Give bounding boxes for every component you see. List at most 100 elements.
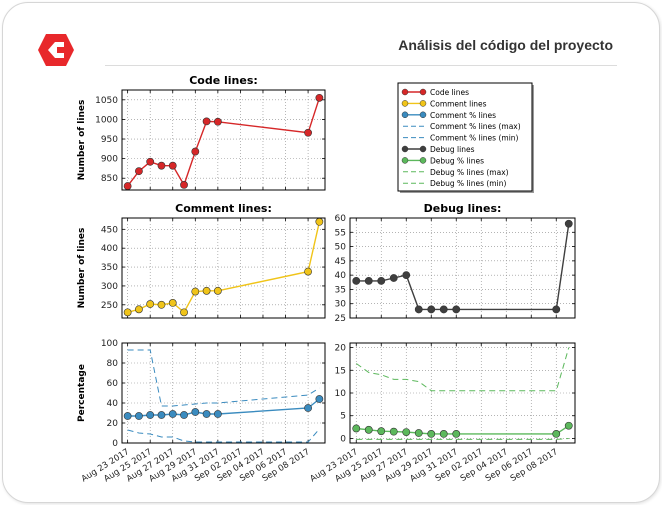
data-point — [377, 276, 386, 285]
legend-item: Debug % lines (max) — [403, 168, 509, 177]
legend-marker — [419, 100, 427, 107]
data-point — [202, 410, 211, 418]
data-point — [213, 286, 222, 295]
plot-area — [122, 90, 325, 190]
y-axis-label: Number of lines — [77, 228, 87, 309]
y-tick-label: 60 — [335, 214, 347, 224]
legend: Code lines Comment lines Comment % lines Co… — [397, 82, 534, 193]
data-point — [389, 274, 398, 282]
legend-item: Comment lines — [401, 99, 487, 108]
plot-frame — [121, 342, 326, 444]
legend-item: Comment % lines (max) — [403, 122, 521, 131]
legend-marker — [419, 145, 427, 153]
brand-logo-icon — [38, 34, 74, 66]
y-tick-label: 55 — [335, 228, 346, 238]
y-tick-label: 100 — [101, 339, 118, 349]
legend-marker — [401, 157, 409, 164]
y-tick-label: 5 — [340, 412, 346, 422]
data-point — [123, 182, 132, 190]
data-point — [123, 308, 132, 317]
data-point — [315, 217, 324, 226]
y-tick-label: 40 — [335, 271, 347, 281]
series-line-comment-lines-max — [127, 349, 320, 407]
data-point — [146, 411, 155, 419]
data-point — [564, 421, 573, 430]
y-tick-label: 250 — [101, 301, 118, 311]
legend-label: Comment % lines (max) — [430, 122, 521, 131]
data-point — [315, 395, 324, 403]
y-tick-label: 20 — [335, 344, 347, 354]
data-point — [191, 147, 200, 156]
legend-marker — [401, 145, 409, 153]
data-point — [389, 427, 398, 436]
data-point — [123, 412, 132, 420]
y-tick-label: 450 — [101, 225, 118, 235]
y-tick-label: 15 — [335, 366, 346, 376]
plot-area — [122, 343, 325, 443]
legend-label: Debug % lines — [430, 156, 484, 165]
data-point — [202, 286, 211, 295]
legend-item: Comment % lines (min) — [403, 134, 519, 143]
data-point — [564, 219, 573, 228]
chart-comment: 250 300 350 400 450 Comment lines: Number of l… — [77, 202, 326, 319]
header-divider — [105, 65, 617, 66]
page-title: Análisis del código del proyecto — [398, 37, 613, 53]
legend-label: Debug % lines (min) — [430, 179, 506, 188]
data-point — [414, 305, 423, 314]
y-tick-label: 35 — [335, 285, 346, 295]
plot-frame — [349, 342, 576, 444]
data-point — [402, 271, 411, 280]
chart-debug: 25 30 35 40 45 50 55 60 Debug lines: — [335, 202, 576, 324]
chart-title: Comment lines: — [175, 202, 272, 215]
chart-title: Debug lines: — [424, 202, 502, 215]
data-point — [352, 424, 361, 433]
y-tick-label: 25 — [335, 314, 346, 324]
legend-item: Code lines — [401, 88, 469, 97]
y-axis-label: Number of lines — [77, 100, 87, 181]
legend-marker — [401, 111, 409, 119]
legend-label: Comment % lines (min) — [430, 134, 519, 143]
data-point — [135, 412, 143, 420]
plot-area — [350, 343, 575, 443]
data-point — [146, 300, 155, 308]
data-point — [135, 167, 143, 176]
data-point — [402, 428, 411, 436]
y-tick-label: 950 — [101, 135, 118, 145]
y-tick-label: 40 — [107, 399, 119, 409]
data-point — [552, 430, 561, 438]
legend-item: Debug % lines (min) — [403, 179, 506, 188]
data-point — [552, 305, 561, 314]
chart-code: 850 900 950 1000 1050 Code lines: Number of li… — [77, 74, 326, 191]
series-line-comment-lines-min — [127, 428, 320, 443]
data-point — [157, 161, 166, 170]
y-axis-label: Percentage — [77, 364, 87, 422]
data-point — [135, 305, 143, 314]
legend-marker — [401, 88, 409, 96]
data-point — [364, 425, 373, 434]
y-tick-label: 80 — [107, 359, 119, 369]
data-point — [452, 305, 461, 314]
data-point — [168, 410, 177, 418]
legend-marker — [401, 100, 409, 107]
y-tick-label: 20 — [107, 419, 119, 429]
chart-title: Code lines: — [189, 74, 258, 87]
y-tick-label: 50 — [335, 243, 347, 253]
legend-item: Debug % lines — [401, 156, 484, 165]
legend-box — [397, 82, 533, 192]
legend-item: Comment % lines — [401, 111, 496, 120]
data-point — [304, 128, 312, 137]
y-tick-label: 350 — [101, 263, 118, 273]
data-point — [414, 429, 423, 437]
legend-label: Comment % lines — [430, 111, 496, 120]
legend-label: Code lines — [430, 88, 469, 97]
legend-marker — [419, 157, 427, 164]
y-tick-label: 300 — [101, 282, 118, 292]
plot-frame — [349, 217, 576, 319]
legend-item: Debug lines — [401, 145, 475, 154]
data-point — [146, 157, 155, 166]
y-tick-label: 0 — [112, 439, 118, 449]
data-point — [377, 427, 386, 436]
legend-marker — [419, 88, 427, 96]
